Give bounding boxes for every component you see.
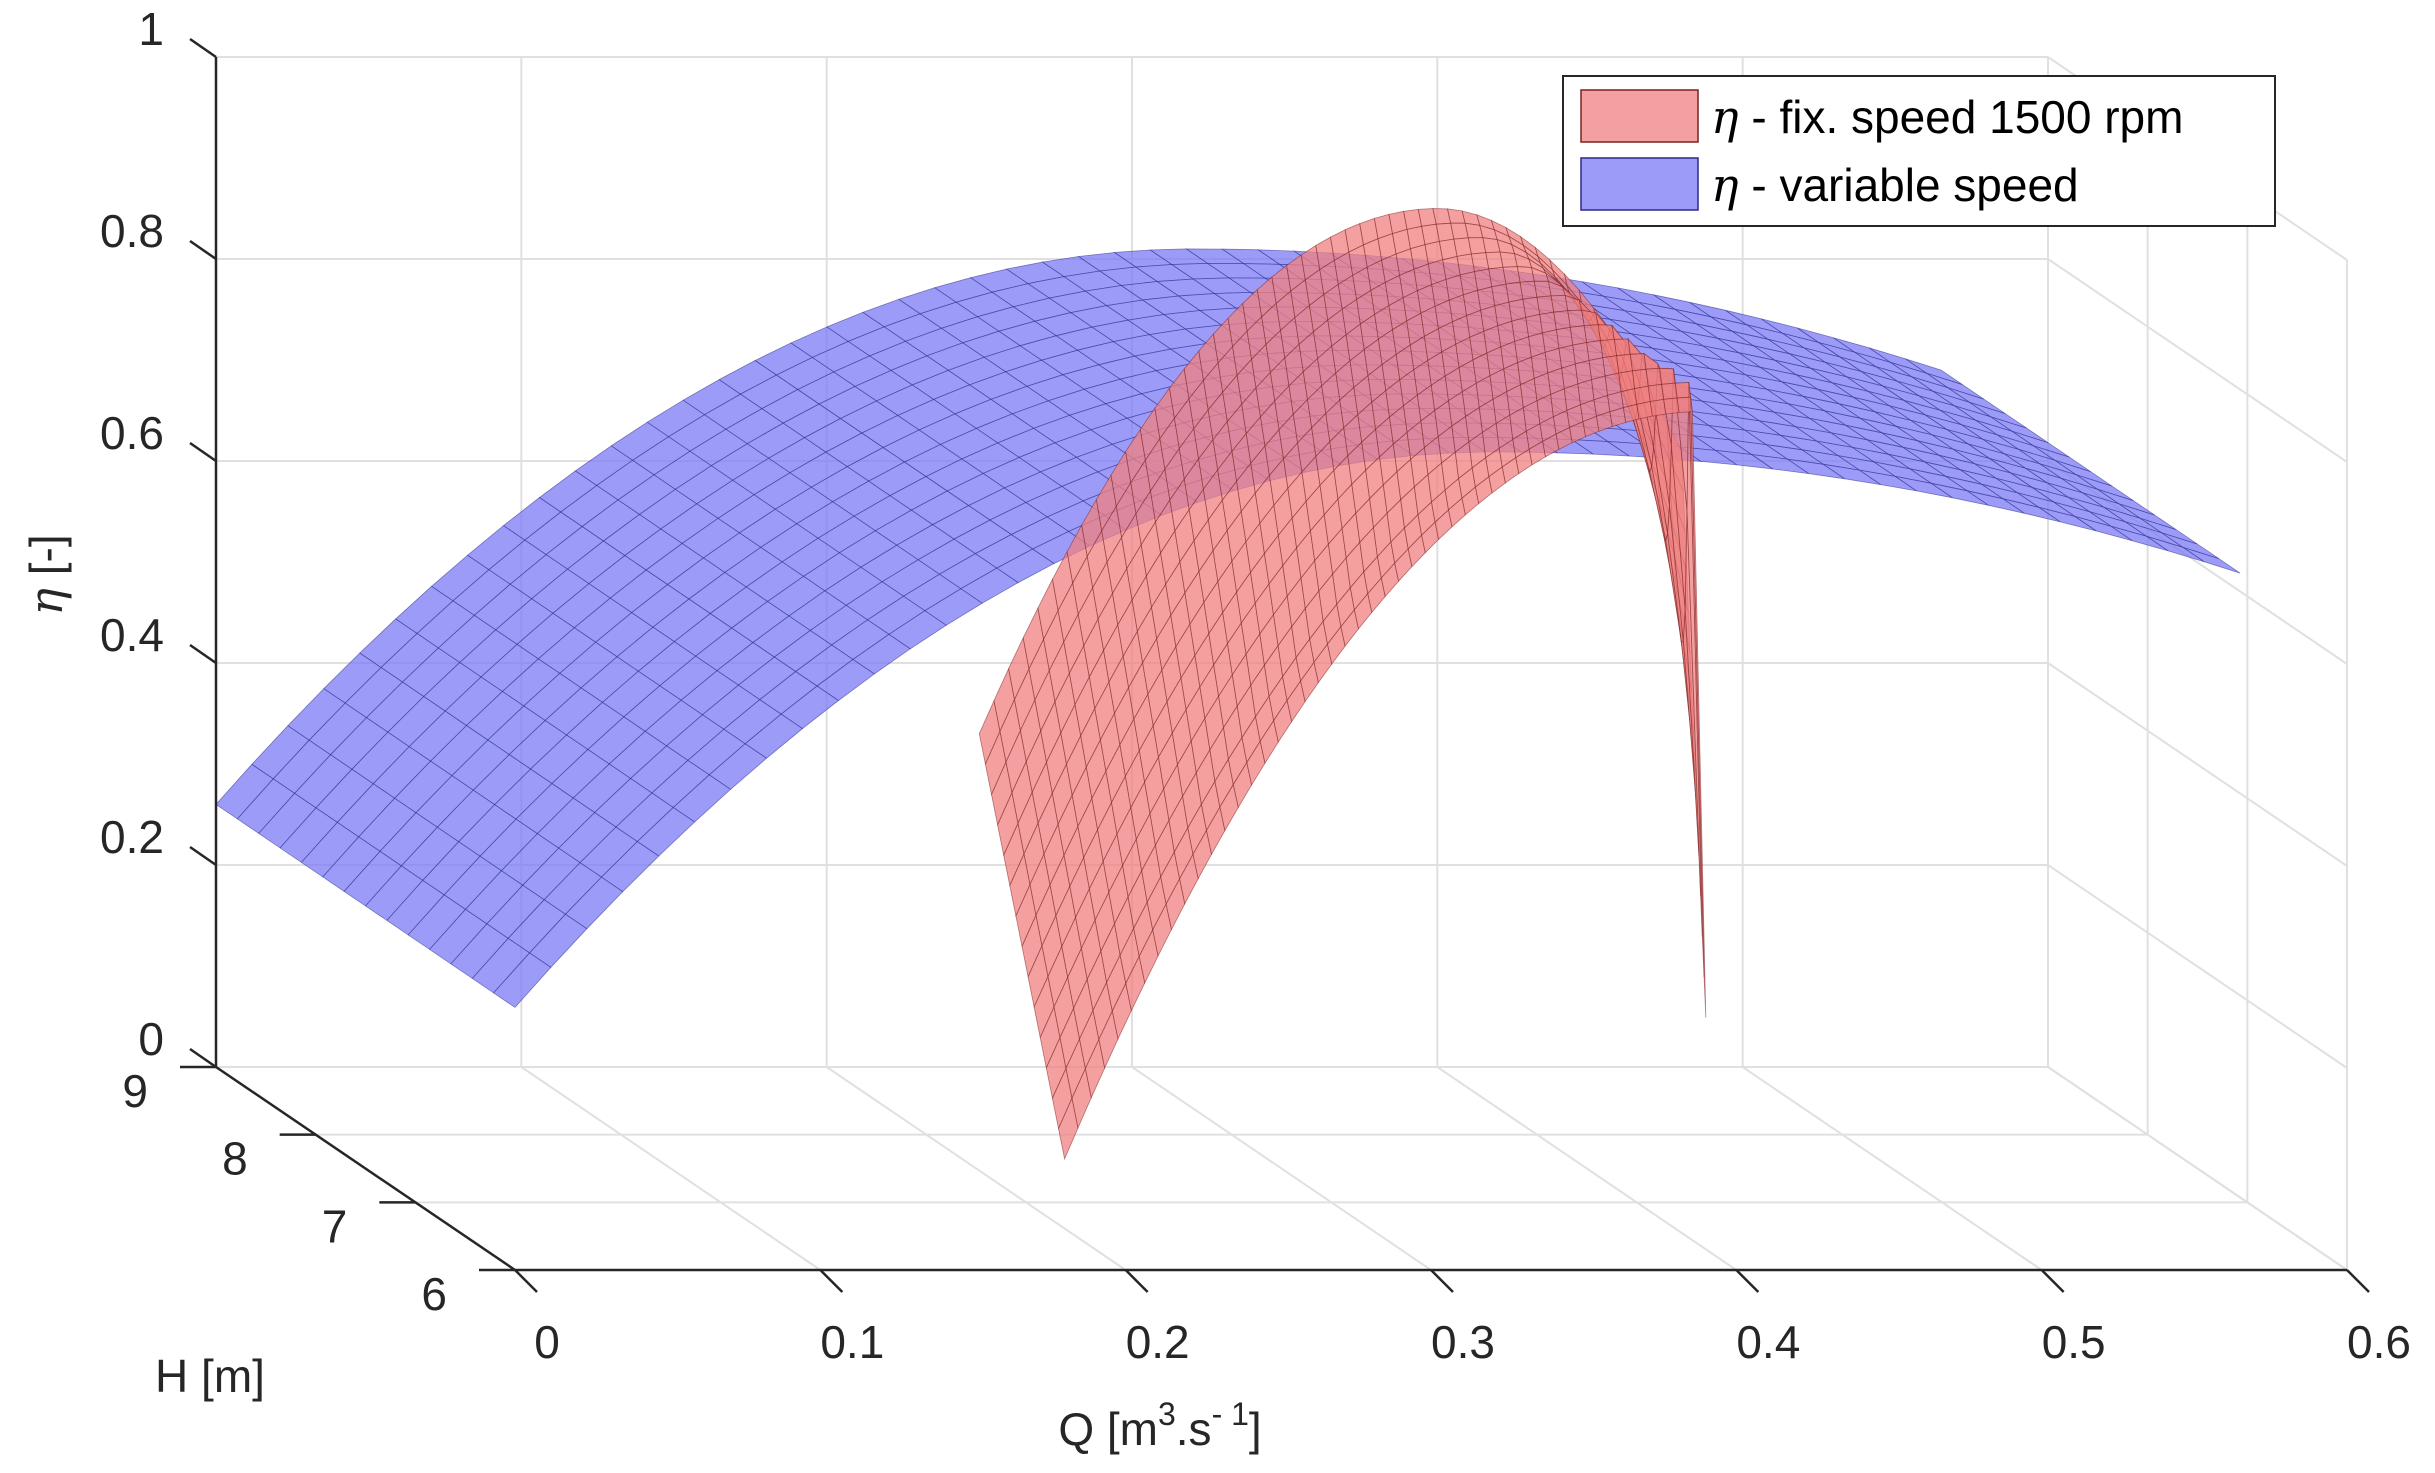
- surface-cell: [1600, 338, 1618, 359]
- eta-tick-label: 0.2: [100, 811, 164, 863]
- q-tick-label: 0: [534, 1316, 560, 1368]
- eta-tick-label: 0.6: [100, 407, 164, 459]
- h-tick-label: 6: [421, 1268, 447, 1320]
- q-tick-mark: [1124, 1269, 1149, 1293]
- surface-cell: [1583, 324, 1601, 343]
- eta-tick-mark: [189, 239, 217, 261]
- surface-cell: [1636, 401, 1653, 420]
- legend-swatch: [1580, 157, 1699, 211]
- eta-tick-mark: [189, 441, 217, 463]
- surface-cell: [1613, 338, 1631, 357]
- eta-tick-label: 0.8: [100, 205, 164, 257]
- axis-layer: [180, 37, 2370, 1293]
- q-axis-title: Q [m3.s- 1]: [1058, 1396, 1261, 1455]
- legend-swatch: [1580, 89, 1699, 143]
- surface-cell: [1674, 382, 1692, 399]
- q-tick-mark: [819, 1269, 844, 1293]
- surface-cell: [1676, 396, 1693, 413]
- eta-tick-mark: [189, 1047, 217, 1069]
- eta-tick-label: 1: [138, 3, 164, 55]
- surface-cell: [1649, 398, 1667, 417]
- eta-tick-label: 0: [138, 1013, 164, 1065]
- grid-line-eta-right: [2047, 864, 2348, 1069]
- q-tick-mark: [2346, 1269, 2370, 1293]
- surface-cell: [1645, 367, 1663, 387]
- q-tick-mark: [514, 1269, 538, 1293]
- surface-cell: [1690, 397, 1707, 1018]
- surface-cell: [1602, 355, 1620, 377]
- surface-cell: [1622, 403, 1640, 423]
- surface-cell: [1659, 367, 1676, 385]
- surface-cell: [1618, 370, 1636, 393]
- eta-tick-mark: [189, 643, 217, 665]
- q-tick-label: 0.6: [2347, 1316, 2411, 1368]
- surface-cell: [1634, 385, 1651, 405]
- surface-cell: [2182, 546, 2241, 574]
- surface-cell: [1647, 383, 1665, 402]
- surface-cell: [1555, 326, 1574, 349]
- eta-axis-title: η [-]: [19, 534, 73, 615]
- h-tick-label: 9: [122, 1065, 148, 1117]
- grid-line-eta-right: [2047, 662, 2348, 867]
- grid-line-eta-right: [2047, 258, 2348, 463]
- grid-line-q-floor: [1436, 1066, 1737, 1271]
- q-tick-mark: [1735, 1269, 1760, 1293]
- legend: η - fix. speed 1500 rpm η - variable spee…: [1562, 75, 2276, 227]
- surface-cell: [1629, 353, 1647, 372]
- surface-fixed-speed: [978, 208, 1707, 1161]
- h-axis-title: H [m]: [155, 1350, 265, 1402]
- legend-label: η - variable speed: [1711, 158, 2079, 212]
- eta-tick-label: 0.4: [100, 609, 164, 661]
- h-tick-label: 8: [222, 1133, 248, 1185]
- h-axis-line: [215, 1065, 516, 1272]
- grid-line-q-floor: [826, 1066, 1127, 1271]
- q-tick-label: 0.3: [1431, 1316, 1495, 1368]
- eta-tick-mark: [189, 37, 217, 59]
- q-tick-mark: [1430, 1269, 1454, 1293]
- eta-tick-mark: [189, 845, 217, 867]
- surface-layer: [215, 208, 2241, 1161]
- surface-cell: [1586, 340, 1604, 361]
- q-tick-label: 0.5: [2042, 1316, 2106, 1368]
- q-tick-label: 0.1: [820, 1316, 884, 1368]
- q-tick-label: 0.2: [1126, 1316, 1190, 1368]
- surface-cell: [1616, 353, 1633, 374]
- surface-cell: [1632, 368, 1649, 390]
- q-tick-mark: [2040, 1269, 2065, 1293]
- surface-cell: [1661, 382, 1678, 400]
- legend-label: η - fix. speed 1500 rpm: [1711, 90, 2183, 144]
- surface-cell: [1663, 397, 1680, 415]
- grid-line-q-floor: [2047, 1066, 2348, 1271]
- grid-line-q-floor: [1742, 1066, 2043, 1271]
- grid-line-q-floor: [520, 1066, 821, 1271]
- h-tick-label: 7: [322, 1200, 348, 1252]
- grid-line-q-floor: [1131, 1066, 1432, 1271]
- q-tick-label: 0.4: [1736, 1316, 1800, 1368]
- surface-cell: [1597, 324, 1615, 342]
